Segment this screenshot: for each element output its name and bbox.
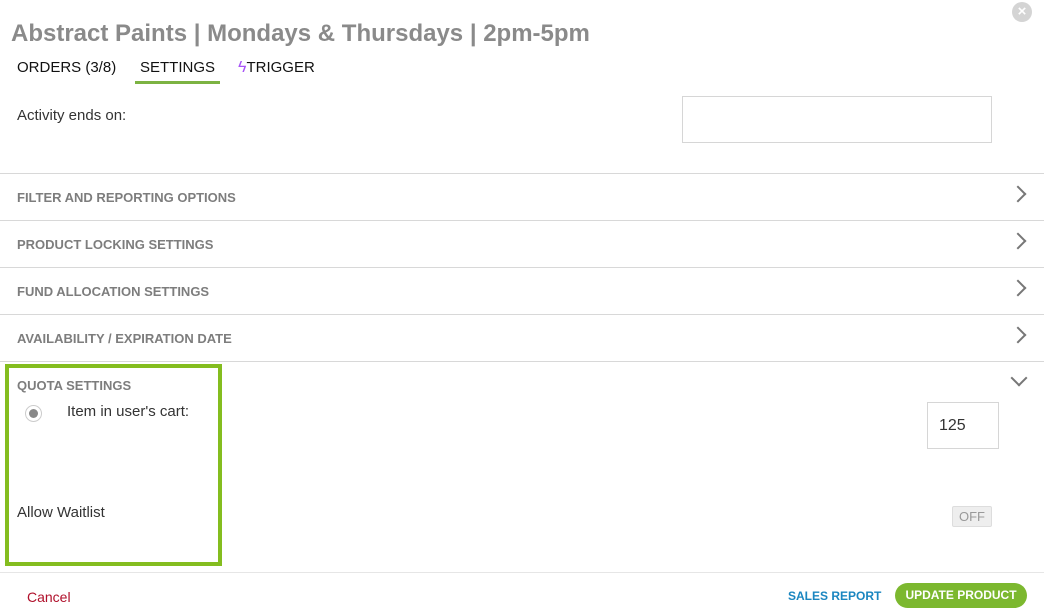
lightning-icon: ϟ	[238, 59, 247, 76]
activity-ends-input[interactable]	[682, 96, 992, 143]
cart-quota-input[interactable]: 125	[927, 402, 999, 449]
chevron-right-icon	[1009, 185, 1027, 203]
section-product-locking[interactable]: PRODUCT LOCKING SETTINGS	[0, 220, 1044, 267]
quota-settings-header[interactable]: QUOTA SETTINGS	[17, 378, 132, 393]
close-icon[interactable]: ×	[1012, 2, 1032, 22]
tab-orders[interactable]: ORDERS (3/8)	[17, 59, 117, 76]
cart-radio[interactable]	[25, 405, 42, 422]
cancel-button[interactable]: Cancel	[27, 589, 71, 605]
footer-divider	[0, 572, 1044, 573]
chevron-right-icon	[1009, 279, 1027, 297]
section-fund-allocation[interactable]: FUND ALLOCATION SETTINGS	[0, 267, 1044, 314]
divider	[0, 361, 1044, 362]
highlight-box	[5, 364, 222, 566]
update-product-button[interactable]: UPDATE PRODUCT	[895, 583, 1027, 608]
tab-settings[interactable]: SETTINGS	[135, 59, 221, 84]
tab-trigger[interactable]: ϟTRIGGER	[238, 59, 315, 77]
chevron-right-icon	[1009, 232, 1027, 250]
section-label: FUND ALLOCATION SETTINGS	[17, 284, 210, 299]
section-label: AVAILABILITY / EXPIRATION DATE	[17, 331, 232, 346]
sales-report-button[interactable]: SALES REPORT	[788, 589, 882, 603]
waitlist-toggle[interactable]: OFF	[952, 506, 992, 527]
chevron-right-icon	[1009, 326, 1027, 344]
section-availability[interactable]: AVAILABILITY / EXPIRATION DATE	[0, 314, 1044, 361]
page-title: Abstract Paints | Mondays & Thursdays | …	[11, 20, 590, 47]
section-filter-reporting[interactable]: FILTER AND REPORTING OPTIONS	[0, 173, 1044, 220]
waitlist-label: Allow Waitlist	[17, 504, 105, 521]
section-label: PRODUCT LOCKING SETTINGS	[17, 237, 214, 252]
cart-label: Item in user's cart:	[67, 403, 190, 420]
section-label: FILTER AND REPORTING OPTIONS	[17, 190, 236, 205]
chevron-down-icon[interactable]	[1010, 369, 1028, 387]
activity-ends-label: Activity ends on:	[17, 107, 127, 124]
tab-trigger-label: TRIGGER	[246, 59, 315, 76]
